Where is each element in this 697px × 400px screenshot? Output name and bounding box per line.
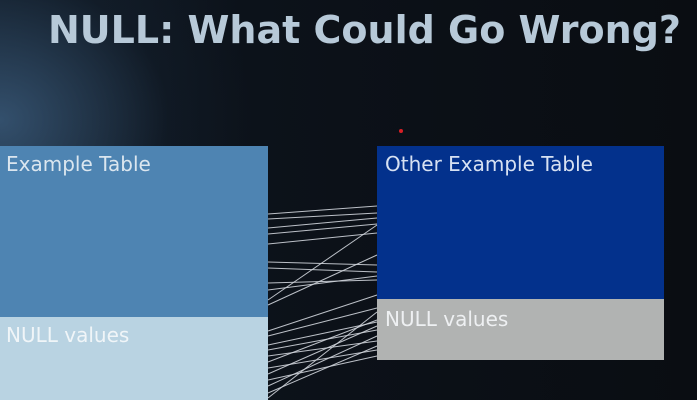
join-line [267,212,378,220]
other-example-table-null-values-label: NULL values [385,307,509,331]
join-line [267,232,378,245]
join-line [267,261,378,266]
join-line [267,349,378,369]
join-line [267,307,378,337]
join-line [267,335,378,387]
join-line [267,355,378,381]
join-line [267,267,378,273]
example-table-box: Example Table [0,146,268,317]
example-table-null-values-label: NULL values [6,323,130,347]
join-line [267,279,378,284]
join-line [267,205,378,215]
join-line [267,224,378,301]
join-line [267,254,378,306]
join-line [267,340,378,357]
join-line [267,345,378,394]
join-line [267,319,378,363]
example-table-null-values-box: NULL values [0,317,268,400]
other-example-table-label: Other Example Table [385,152,593,176]
join-line [267,311,378,399]
slide-title: NULL: What Could Go Wrong? [48,8,681,52]
join-line [267,294,378,332]
other-example-table-box: Other Example Table [377,146,664,299]
other-example-table-null-values-box: NULL values [377,299,664,360]
laser-pointer-dot [399,129,403,133]
join-line [267,325,378,375]
example-table-label: Example Table [6,152,151,176]
join-line [267,223,378,235]
join-line [267,217,378,229]
join-line [267,329,378,351]
